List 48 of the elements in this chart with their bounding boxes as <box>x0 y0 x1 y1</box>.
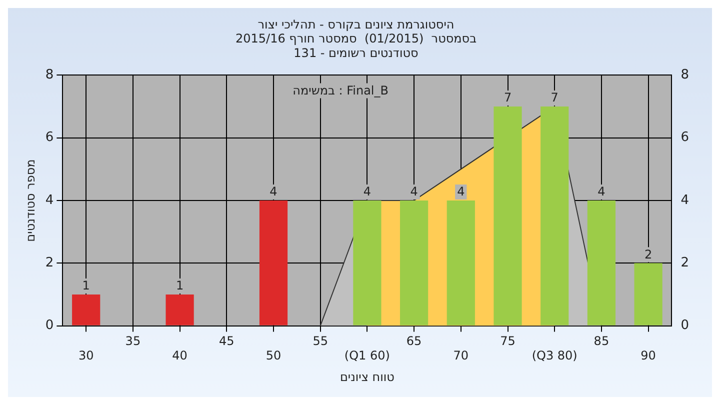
data-label: 4 <box>270 184 278 199</box>
x-tick-label: 65 <box>406 334 422 348</box>
data-label: 2 <box>644 247 652 262</box>
x-axis-title: טווח ציונים <box>340 370 395 384</box>
x-tick-label: 45 <box>219 334 234 348</box>
x-tick-label: 50 <box>266 348 282 363</box>
bar <box>587 200 616 326</box>
data-label: 4 <box>457 184 465 199</box>
y2-tick-label: 6 <box>680 130 690 146</box>
y-tick-label: 0 <box>45 318 54 334</box>
y2-tick-label: 4 <box>680 192 690 208</box>
x-tick-label: 70 <box>453 348 469 363</box>
bar <box>446 200 475 326</box>
bar <box>166 294 194 326</box>
data-label: 4 <box>363 184 372 199</box>
x-tick-label: 85 <box>594 334 610 348</box>
y2-tick-label: 8 <box>680 68 690 83</box>
y-axis-title: מספר סטודנטים <box>23 159 38 242</box>
y-tick-label: 4 <box>45 192 54 208</box>
y-tick-label: 8 <box>45 68 54 83</box>
chart-title: היסטוגרמת ציונים בקורס - תהליכי יצור <box>258 17 454 32</box>
y-tick-label: 2 <box>45 256 54 271</box>
bar <box>353 200 382 326</box>
data-label: 7 <box>550 90 558 105</box>
x-tick-label: 55 <box>312 334 328 348</box>
x-tick-label: 30 <box>78 348 94 363</box>
y2-tick-label: 0 <box>680 318 690 334</box>
data-label: 1 <box>82 278 90 293</box>
x-tick-label: 35 <box>125 334 141 348</box>
bar <box>540 106 569 326</box>
bar <box>494 106 522 326</box>
x-tick-label: 75 <box>500 334 516 348</box>
annotation: במשימה : Final_B <box>292 83 388 98</box>
x-tick-label: 90 <box>640 348 656 363</box>
y-tick-label: 6 <box>45 130 54 146</box>
bar <box>400 200 428 326</box>
bar <box>72 294 100 326</box>
chart-subtitle: בסמסטר (01/2015) סמסטר חורף 2015/16 סטודנטים רשומים - 131 <box>235 32 477 60</box>
bar <box>259 200 288 326</box>
x-tick-label: (Q1 60) <box>344 348 390 363</box>
data-label: 7 <box>504 90 512 105</box>
data-label: 4 <box>410 184 418 199</box>
data-label: 4 <box>598 184 606 199</box>
x-tick-label: 40 <box>172 348 188 363</box>
data-label: 1 <box>176 278 184 293</box>
x-tick-label: (Q3 80) <box>532 348 578 363</box>
y2-tick-label: 2 <box>680 256 690 271</box>
bar <box>634 263 662 326</box>
